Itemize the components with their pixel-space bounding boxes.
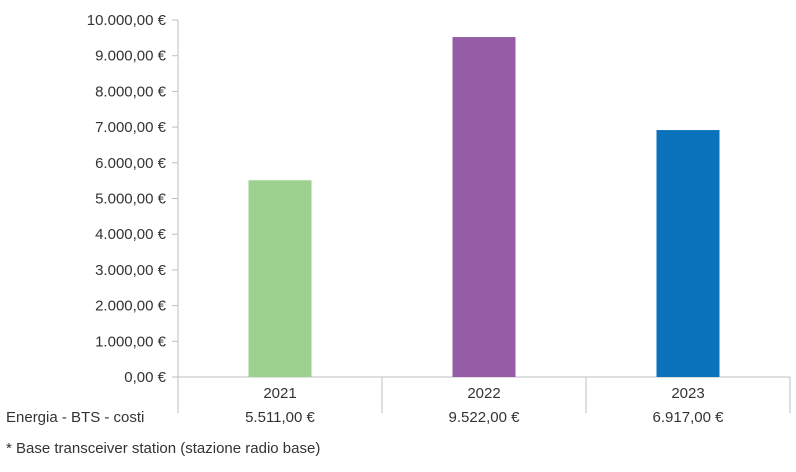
y-tick-label: 3.000,00 €: [95, 262, 167, 279]
footnote: * Base transceiver station (stazione rad…: [6, 440, 321, 457]
x-tick-label: 2023: [671, 385, 704, 402]
y-tick-label: 0,00 €: [124, 369, 166, 386]
bar-2022: [452, 37, 516, 377]
y-tick-label: 1.000,00 €: [95, 333, 167, 350]
y-tick-label: 9.000,00 €: [95, 48, 167, 65]
y-tick-label: 10.000,00 €: [87, 12, 167, 29]
y-tick-label: 5.000,00 €: [95, 191, 167, 208]
x-tick-label: 2022: [467, 385, 500, 402]
data-table-value: 5.511,00 €: [245, 409, 315, 426]
y-tick-label: 2.000,00 €: [95, 298, 167, 315]
series-label: Energia - BTS - costi: [6, 409, 144, 426]
y-tick-label: 6.000,00 €: [95, 155, 167, 172]
bar-2023: [656, 130, 720, 377]
bar-2021: [248, 180, 312, 377]
y-tick-label: 4.000,00 €: [95, 226, 167, 243]
x-tick-label: 2021: [263, 385, 296, 402]
y-tick-label: 8.000,00 €: [95, 83, 167, 100]
data-table-value: 6.917,00 €: [653, 409, 725, 426]
y-tick-label: 7.000,00 €: [95, 119, 167, 136]
data-table-value: 9.522,00 €: [449, 409, 521, 426]
